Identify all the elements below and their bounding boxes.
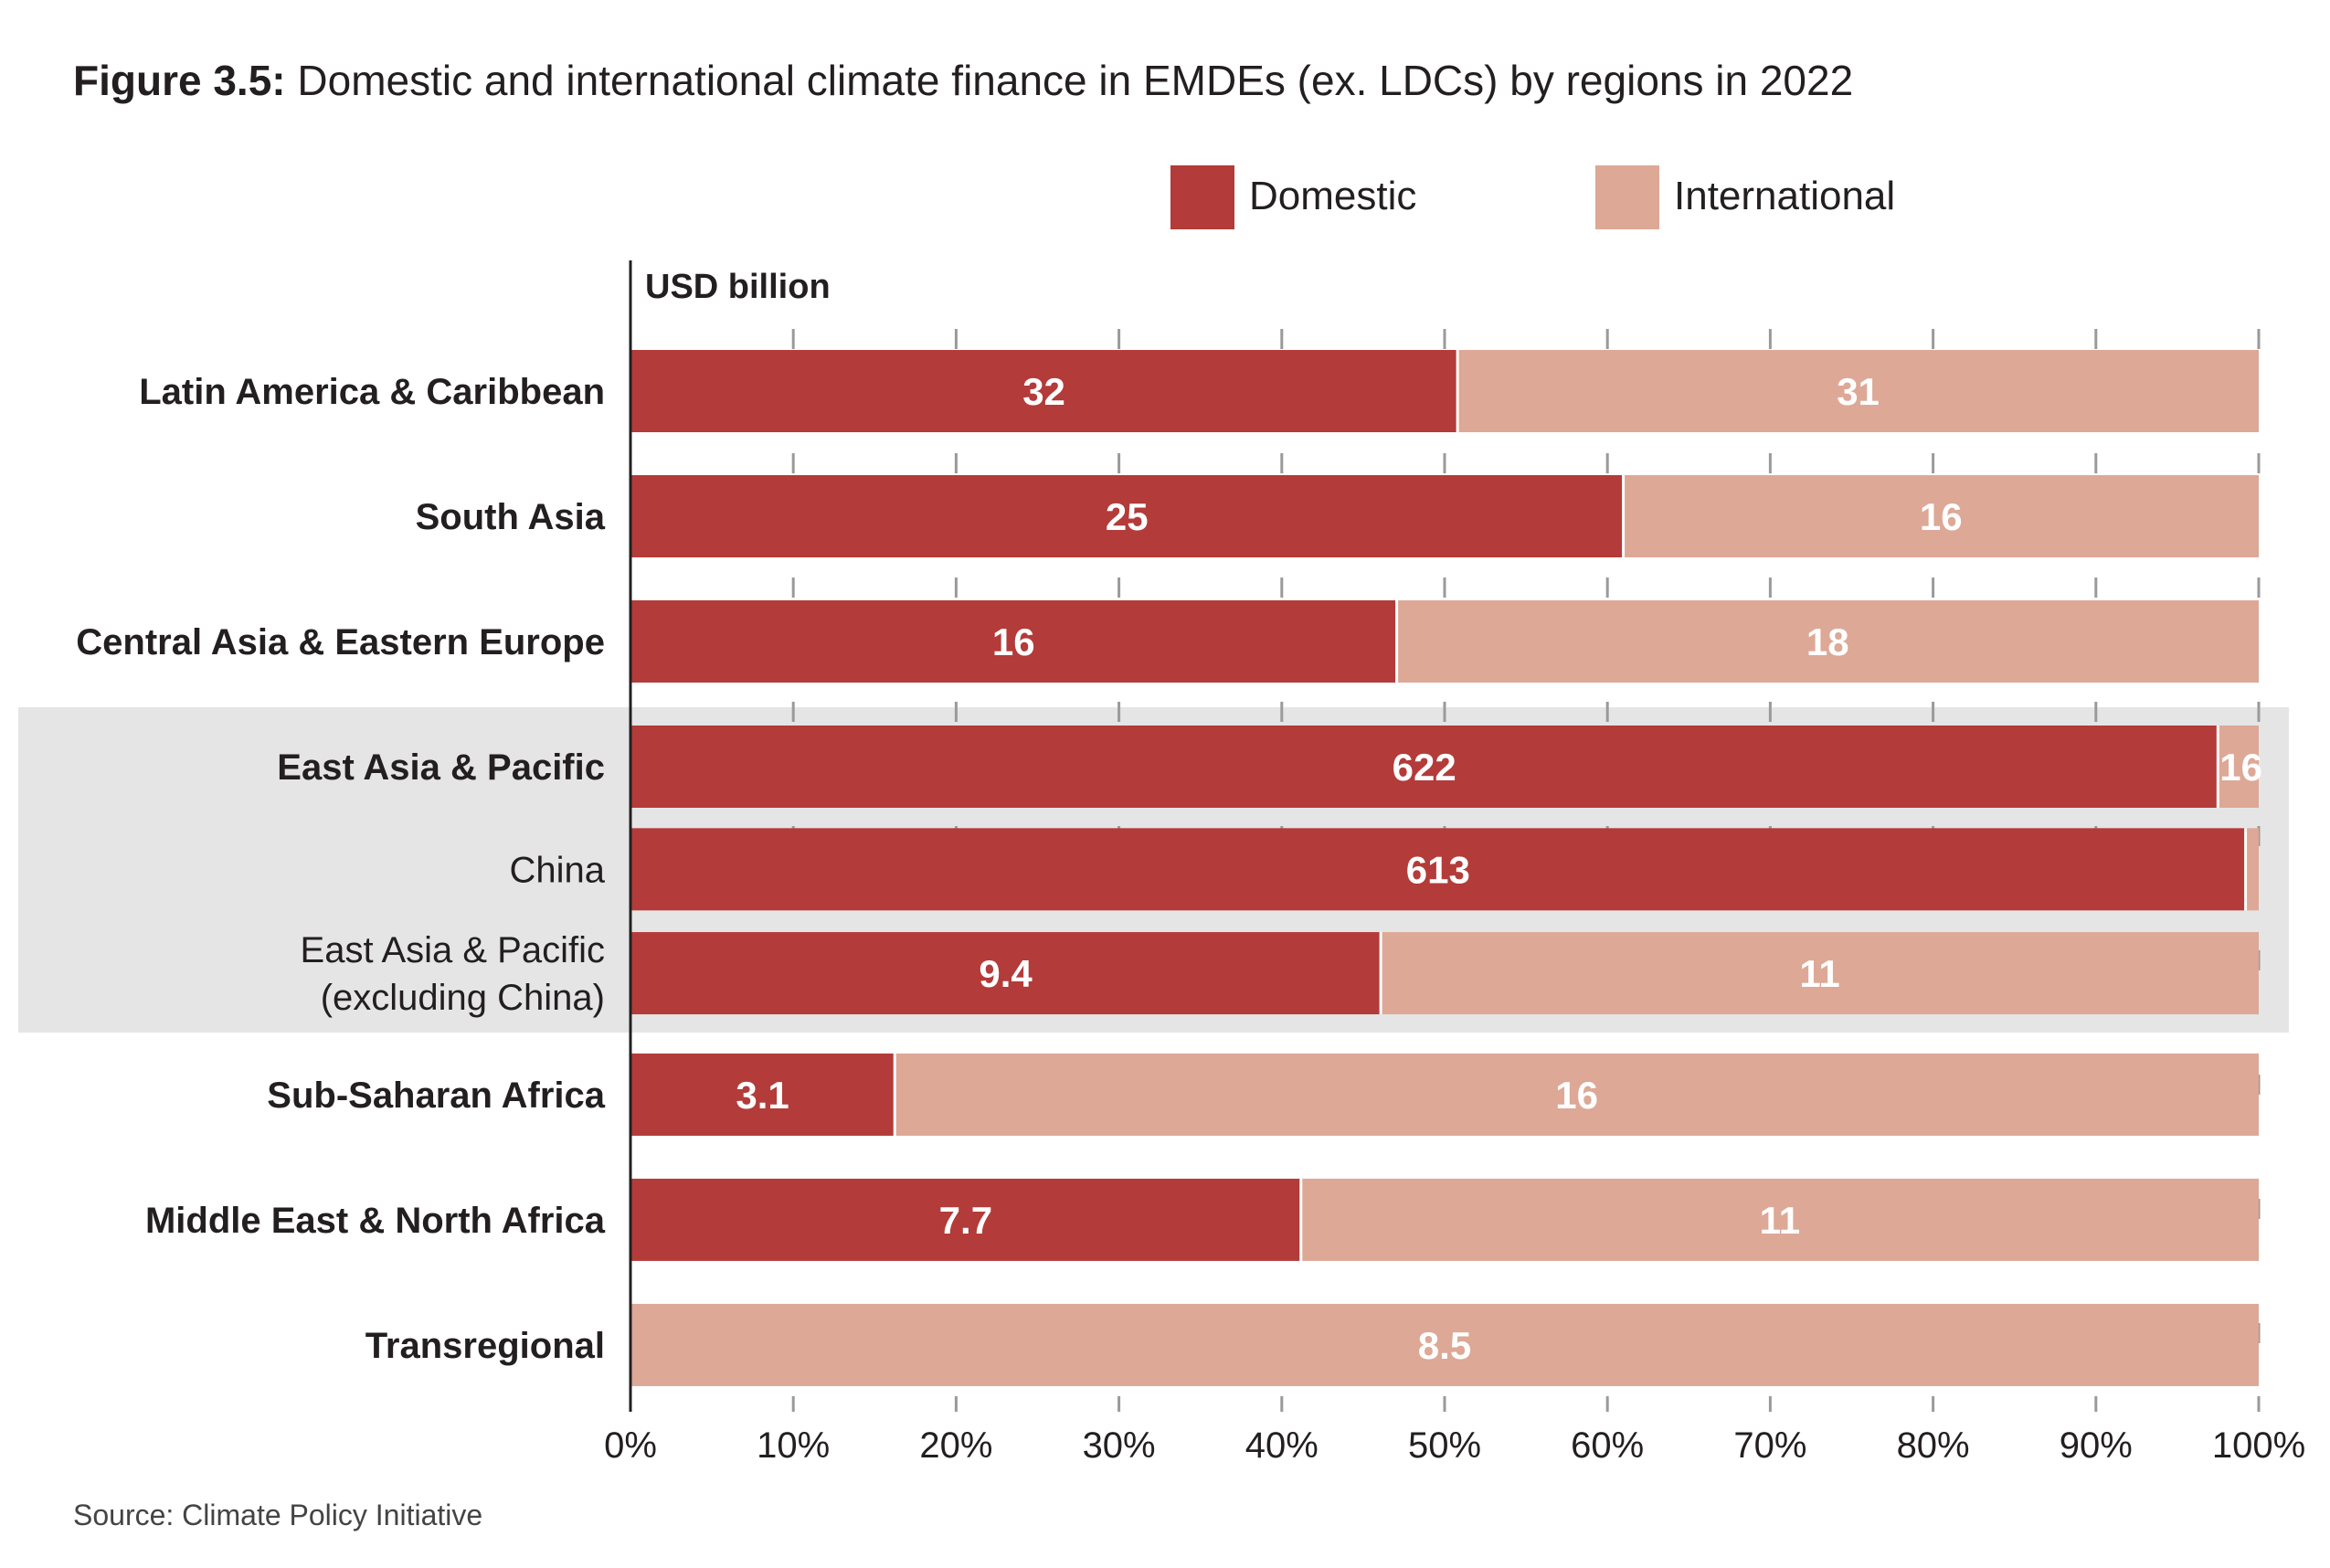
- bar-domestic: [630, 1053, 895, 1136]
- bar-domestic: [630, 726, 2219, 808]
- x-tick-label: 30%: [1083, 1425, 1156, 1466]
- x-tick-label: 40%: [1245, 1425, 1319, 1466]
- unit-label: USD billion: [645, 268, 831, 306]
- bar-label-domestic: 9.4: [979, 952, 1033, 995]
- source-note: Source: Climate Policy Initiative: [73, 1499, 483, 1531]
- bar-domestic: [630, 1178, 1301, 1261]
- figure-title-text: Domestic and international climate finan…: [285, 57, 1854, 104]
- x-tick-label: 70%: [1733, 1425, 1806, 1466]
- x-tick-label: 20%: [919, 1425, 992, 1466]
- bar-international: [1396, 600, 2259, 683]
- bar-international: [2218, 726, 2259, 808]
- bar-label-international: 11: [1799, 952, 1839, 995]
- x-tick-label: 100%: [2212, 1425, 2305, 1466]
- legend-label: Domestic: [1249, 174, 1416, 218]
- x-tick-label: 60%: [1571, 1425, 1644, 1466]
- bar-international: [630, 1303, 2259, 1386]
- bar-label-international: 18: [1806, 620, 1849, 663]
- bar-domestic: [630, 600, 1397, 683]
- category-label: Sub-Saharan Africa: [267, 1075, 605, 1116]
- category-label: Middle East & North Africa: [145, 1201, 606, 1241]
- x-tick-label: 90%: [2060, 1425, 2133, 1466]
- bar-international: [895, 1053, 2260, 1136]
- bar-international: [1457, 350, 2259, 432]
- bar-label-international: 16: [1555, 1074, 1598, 1117]
- bar-label-domestic: 622: [1393, 746, 1456, 789]
- bar-domestic: [630, 475, 1624, 557]
- figure-number: Figure 3.5:: [73, 57, 286, 104]
- bar-label-domestic: 16: [992, 620, 1035, 663]
- bar-international: [1300, 1178, 2259, 1261]
- bar-label-international: 11: [1760, 1199, 1800, 1242]
- category-label: (excluding China): [321, 978, 605, 1018]
- x-tick-label: 80%: [1897, 1425, 1970, 1466]
- bar-label-domestic: 613: [1406, 848, 1470, 891]
- bar-label-international: 16: [2219, 746, 2262, 789]
- bar-domestic: [630, 828, 2246, 911]
- bar-label-domestic: 3.1: [736, 1074, 789, 1117]
- bar-label-international: 31: [1837, 370, 1880, 413]
- bar-label-domestic: 25: [1106, 495, 1149, 538]
- bar-international: [2245, 828, 2259, 911]
- chart-title: Figure 3.5: Domestic and international c…: [73, 53, 1853, 108]
- category-label: Latin America & Caribbean: [139, 372, 605, 412]
- x-tick-label: 0%: [604, 1425, 657, 1466]
- x-tick-label: 10%: [757, 1425, 830, 1466]
- bar-international: [1381, 932, 2259, 1015]
- bar-domestic: [630, 350, 1458, 432]
- legend-swatch-international: [1595, 165, 1659, 229]
- legend-swatch-domestic: [1170, 165, 1234, 229]
- category-label: China: [509, 850, 605, 890]
- bar-label-domestic: 32: [1022, 370, 1065, 413]
- category-label: Central Asia & Eastern Europe: [76, 622, 605, 662]
- category-label: East Asia & Pacific: [301, 930, 605, 970]
- category-label: East Asia & Pacific: [277, 747, 605, 788]
- bar-label-international: 16: [1920, 495, 1963, 538]
- legend-label: International: [1674, 174, 1895, 218]
- bar-label-domestic: 7.7: [939, 1199, 992, 1242]
- bar-domestic: [630, 932, 1382, 1015]
- category-label: Transregional: [365, 1326, 605, 1366]
- category-label: South Asia: [416, 497, 606, 537]
- x-tick-label: 50%: [1408, 1425, 1481, 1466]
- bar-label-international: 8.5: [1418, 1324, 1471, 1367]
- bar-international: [1623, 475, 2259, 557]
